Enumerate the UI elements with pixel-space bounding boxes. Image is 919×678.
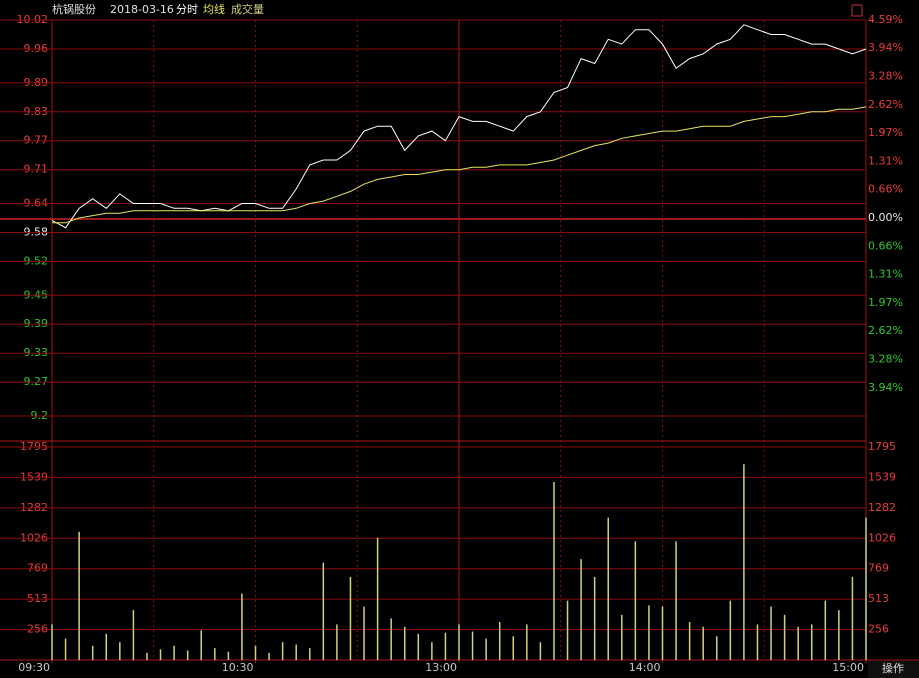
volume-bar [91, 645, 94, 660]
y2-tick-label: 0.00% [868, 211, 903, 224]
legend-entry: 分时 [176, 3, 198, 16]
volume-bar [64, 638, 67, 660]
y2-tick-label: 3.94% [868, 41, 903, 54]
volume-bar [214, 648, 216, 660]
chart-date: 2018-03-16 [110, 3, 174, 16]
volume-bar [173, 645, 175, 660]
volume-bar [376, 537, 379, 660]
volume-bar [349, 576, 352, 660]
y2-tick-label: 1.97% [868, 126, 903, 139]
volume-bar [51, 624, 53, 660]
y2-tick-label: 769 [868, 562, 889, 575]
volume-bar [431, 642, 433, 660]
volume-bar [770, 606, 772, 660]
volume-bar [200, 630, 202, 660]
volume-bar [132, 610, 135, 660]
volume-bar [824, 600, 827, 660]
volume-bar [417, 633, 420, 660]
volume-bar [119, 642, 121, 660]
volume-bar [268, 652, 270, 660]
x-tick-label: 13:00 [425, 661, 457, 674]
volume-bar [675, 541, 677, 660]
volume-bar [363, 606, 365, 660]
y2-tick-label: 3.28% [868, 352, 903, 365]
volume-bar [336, 624, 338, 660]
y2-tick-label: 1.31% [868, 154, 903, 167]
volume-bar [78, 531, 80, 660]
volume-bar [498, 622, 501, 660]
volume-bar [458, 624, 460, 660]
volume-bar [621, 614, 623, 660]
volume-bar [756, 624, 759, 660]
volume-bar [783, 614, 786, 660]
y2-tick-label: 0.66% [868, 183, 903, 196]
volume-bar [512, 636, 515, 660]
y2-tick-label: 2.62% [868, 98, 903, 111]
volume-bar [851, 576, 854, 660]
volume-bar [390, 618, 392, 660]
volume-bar [471, 631, 474, 660]
volume-bar [485, 638, 487, 660]
legend-entry: 均线 [203, 2, 225, 16]
volume-bar [688, 622, 691, 660]
y2-tick-label: 4.59% [868, 13, 903, 26]
x-tick-label: 10:30 [222, 661, 254, 674]
volume-bar [729, 600, 732, 660]
volume-bar [865, 517, 867, 660]
x-tick-label: 14:00 [629, 661, 661, 674]
y2-tick-label: 513 [868, 592, 889, 605]
volume-bar [580, 559, 582, 660]
volume-bar [322, 562, 325, 660]
y2-tick-label: 0.66% [868, 239, 903, 252]
volume-bar [661, 606, 664, 660]
volume-bar [566, 600, 569, 660]
window-icon[interactable] [851, 4, 863, 17]
volume-bar [743, 464, 745, 660]
price-line [52, 106, 867, 224]
volume-bar [227, 651, 230, 660]
x-tick-label: 15:00 [832, 661, 864, 674]
volume-bar [634, 541, 637, 660]
y2-tick-label: 256 [868, 623, 889, 636]
x-tick-label: 09:30 [18, 661, 50, 674]
y2-tick-label: 2.62% [868, 324, 903, 337]
y2-tick-label: 1539 [868, 470, 896, 483]
volume-bar [716, 636, 718, 660]
volume-bar [295, 644, 297, 660]
volume-bar [593, 576, 596, 660]
volume-bar [797, 626, 799, 660]
volume-bar [810, 624, 813, 660]
volume-bar [526, 624, 528, 660]
y2-tick-label: 1.31% [868, 268, 903, 281]
volume-bar [702, 626, 704, 660]
volume-bar [607, 517, 609, 660]
volume-bar [838, 610, 840, 660]
volume-bar [539, 642, 542, 660]
volume-bar [553, 482, 555, 660]
action-label[interactable]: 操作 [882, 661, 904, 675]
y2-tick-label: 1026 [868, 531, 896, 544]
volume-bar [146, 652, 148, 660]
price-line [51, 24, 867, 229]
volume-bar [241, 593, 243, 660]
legend-entry: 成交量 [231, 2, 264, 16]
volume-bar [281, 642, 284, 660]
y2-tick-label: 1282 [868, 501, 896, 514]
y2-tick-label: 3.28% [868, 70, 903, 83]
volume-bar [444, 632, 447, 660]
volume-bar [159, 649, 162, 660]
volume-bar [403, 626, 406, 660]
action-button[interactable] [868, 661, 919, 678]
y2-tick-label: 1795 [868, 440, 896, 453]
chart-title: 杭锅股份 [52, 2, 96, 16]
volume-bar [105, 633, 108, 660]
volume-bar [186, 650, 189, 660]
y2-tick-label: 1.97% [868, 296, 903, 309]
volume-bar [648, 605, 650, 660]
volume-bar [309, 648, 311, 660]
y2-tick-label: 3.94% [868, 381, 903, 394]
volume-bar [254, 645, 257, 660]
